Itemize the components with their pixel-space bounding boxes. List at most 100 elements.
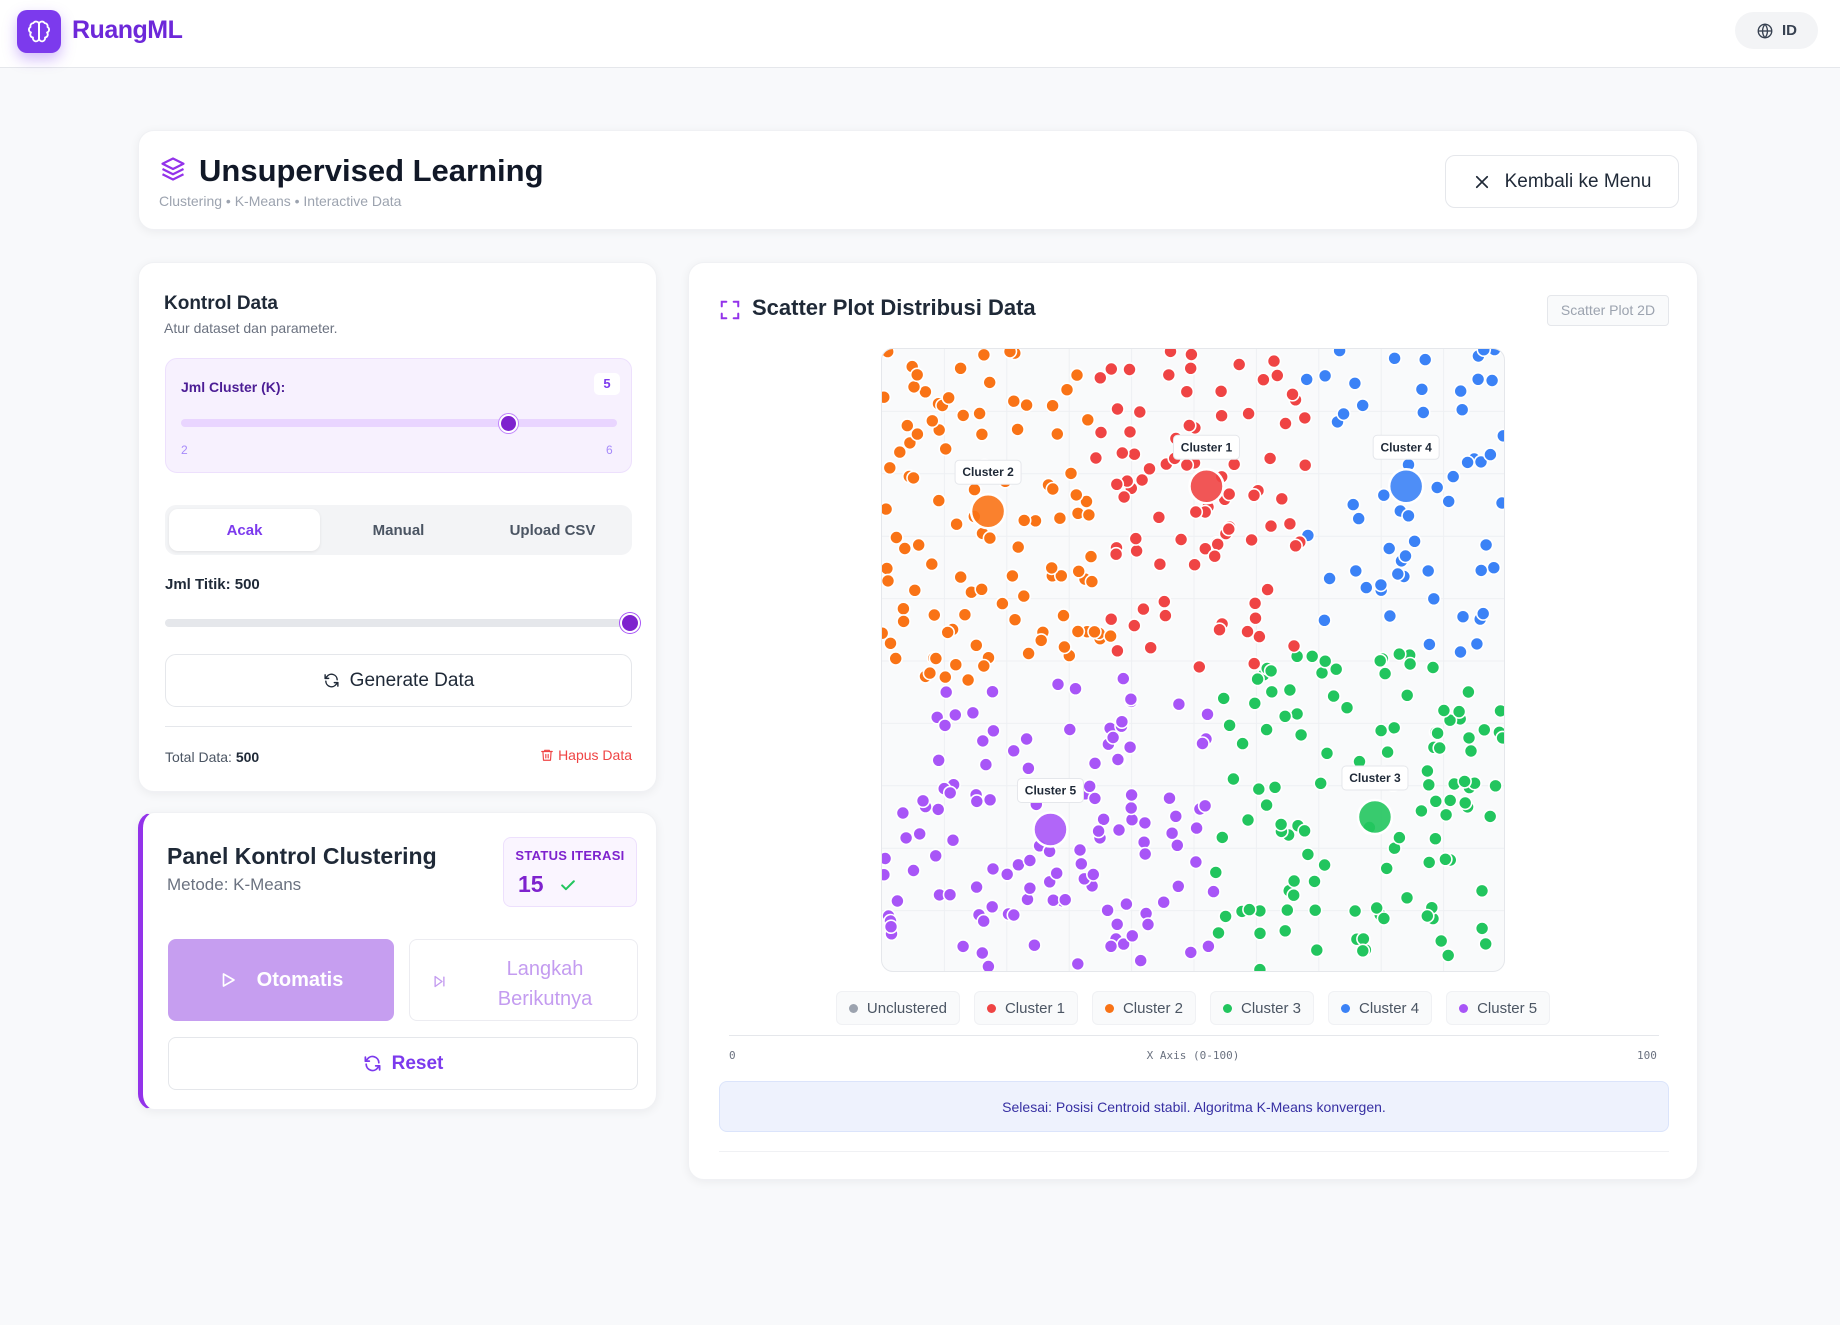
data-point-cluster-5	[1123, 691, 1139, 707]
check-icon	[558, 875, 578, 900]
iteration-status-label: STATUS ITERASI	[515, 848, 625, 863]
data-point-cluster-3	[1433, 933, 1449, 949]
scatter-plot[interactable]: Cluster 1 Cluster 2 Cluster 3 Cluster 4 Clus…	[881, 348, 1505, 972]
data-point-cluster-5	[931, 752, 947, 768]
data-point-cluster-3	[1317, 857, 1332, 873]
data-point-cluster-4	[1476, 349, 1492, 357]
data-point-cluster-5	[1140, 917, 1156, 932]
divider	[719, 1151, 1669, 1152]
data-point-cluster-5	[930, 802, 946, 817]
data-point-cluster-3	[1250, 671, 1265, 687]
data-point-cluster-4	[1496, 428, 1504, 444]
data-point-cluster-3	[1309, 942, 1325, 958]
language-toggle-button[interactable]: ID	[1735, 12, 1818, 49]
next-step-button[interactable]: Langkah Berikutnya	[409, 939, 638, 1021]
data-point-cluster-5	[975, 733, 991, 749]
data-point-cluster-3	[1317, 653, 1333, 669]
data-point-cluster-2	[922, 665, 938, 681]
data-point-cluster-3	[1463, 743, 1479, 759]
data-point-cluster-5	[937, 718, 953, 733]
generate-data-button[interactable]: Generate Data	[165, 654, 632, 707]
delete-data-button[interactable]: Hapus Data	[540, 747, 632, 763]
globe-icon	[1757, 22, 1773, 39]
data-point-cluster-3	[1440, 948, 1456, 963]
data-point-cluster-3	[1432, 740, 1448, 756]
data-point-cluster-5	[1123, 800, 1139, 816]
data-point-cluster-2	[882, 349, 895, 359]
data-point-cluster-1	[1129, 543, 1144, 559]
cluster-count-value: 5	[594, 373, 620, 395]
data-point-cluster-4	[1422, 637, 1437, 652]
legend-label: Cluster 1	[1004, 999, 1065, 1017]
data-point-cluster-4	[1336, 406, 1351, 422]
data-point-cluster-2	[953, 569, 968, 585]
back-to-menu-button[interactable]: Kembali ke Menu	[1445, 155, 1679, 208]
data-point-cluster-1	[1286, 638, 1302, 654]
scatter-plot-svg[interactable]: Cluster 1 Cluster 2 Cluster 3 Cluster 4 Clus…	[882, 349, 1505, 972]
clustering-method: Metode: K-Means	[167, 875, 302, 894]
brand-name[interactable]: RuangML	[72, 16, 183, 44]
data-point-cluster-4	[1376, 487, 1392, 503]
data-point-cluster-5	[898, 830, 914, 846]
data-point-cluster-5	[1049, 865, 1064, 881]
data-point-cluster-4	[1454, 402, 1470, 418]
data-point-cluster-1	[1207, 548, 1223, 564]
data-point-cluster-4	[1453, 644, 1468, 660]
points-count-slider-thumb[interactable]	[620, 613, 640, 633]
data-point-cluster-1	[1214, 408, 1229, 423]
brain-logo-icon[interactable]	[17, 10, 61, 53]
data-point-cluster-2	[1033, 633, 1049, 648]
tab-manual[interactable]: Manual	[372, 521, 425, 539]
reset-button[interactable]: Reset	[168, 1037, 638, 1090]
data-point-cluster-5	[1019, 731, 1034, 747]
data-point-cluster-5	[1168, 808, 1184, 824]
data-point-cluster-3	[1222, 717, 1237, 733]
iteration-count: 15	[518, 871, 544, 897]
page-title: Unsupervised Learning	[199, 153, 544, 188]
data-point-cluster-5	[986, 723, 1001, 739]
data-point-cluster-5	[928, 848, 944, 864]
data-point-cluster-2	[899, 418, 915, 433]
data-point-cluster-3	[1474, 883, 1490, 899]
data-point-cluster-5	[976, 913, 991, 929]
data-point-cluster-4	[1347, 375, 1363, 391]
data-point-cluster-1	[1143, 640, 1159, 656]
cluster-count-slider-thumb[interactable]	[499, 414, 518, 433]
points-count-slider[interactable]	[165, 613, 640, 633]
data-point-cluster-3	[1247, 695, 1263, 711]
data-point-cluster-3	[1376, 911, 1392, 926]
data-point-cluster-4	[1322, 571, 1337, 586]
data-point-cluster-3	[1380, 744, 1395, 760]
data-point-cluster-5	[906, 863, 921, 878]
data-point-cluster-2	[882, 501, 894, 517]
data-point-cluster-2	[1087, 624, 1102, 640]
data-point-cluster-4	[1415, 405, 1431, 420]
data-point-cluster-2	[937, 669, 953, 685]
data-point-cluster-3	[1251, 781, 1267, 797]
data-point-cluster-3	[1259, 797, 1274, 813]
data-point-cluster-3	[1286, 873, 1302, 889]
data-point-cluster-1	[1297, 457, 1313, 473]
data-point-cluster-2	[892, 444, 908, 460]
data-point-cluster-4	[1455, 609, 1471, 625]
data-point-cluster-5	[1103, 938, 1119, 954]
tab-acak[interactable]: Acak	[169, 509, 320, 551]
tab-upload-csv[interactable]: Upload CSV	[509, 521, 596, 539]
data-point-cluster-3	[1372, 653, 1388, 669]
data-point-cluster-2	[1070, 624, 1086, 639]
data-point-cluster-5	[895, 805, 911, 821]
data-point-cluster-3	[1242, 902, 1257, 917]
cluster-count-slider[interactable]	[181, 414, 617, 433]
data-point-cluster-3	[1461, 730, 1477, 746]
data-point-cluster-2	[896, 614, 911, 629]
data-point-cluster-2	[1021, 646, 1036, 661]
data-point-cluster-3	[1211, 925, 1226, 941]
data-point-cluster-2	[1084, 574, 1100, 589]
data-point-cluster-2	[1010, 539, 1026, 555]
scatter-plot-panel: Scatter Plot Distribusi Data Scatter Plo…	[688, 262, 1698, 1180]
auto-run-button[interactable]: Otomatis	[168, 939, 394, 1021]
data-point-cluster-5	[1086, 867, 1101, 882]
data-point-cluster-3	[1286, 887, 1302, 903]
data-point-cluster-3	[1277, 708, 1293, 724]
data-point-cluster-5	[1170, 878, 1186, 894]
